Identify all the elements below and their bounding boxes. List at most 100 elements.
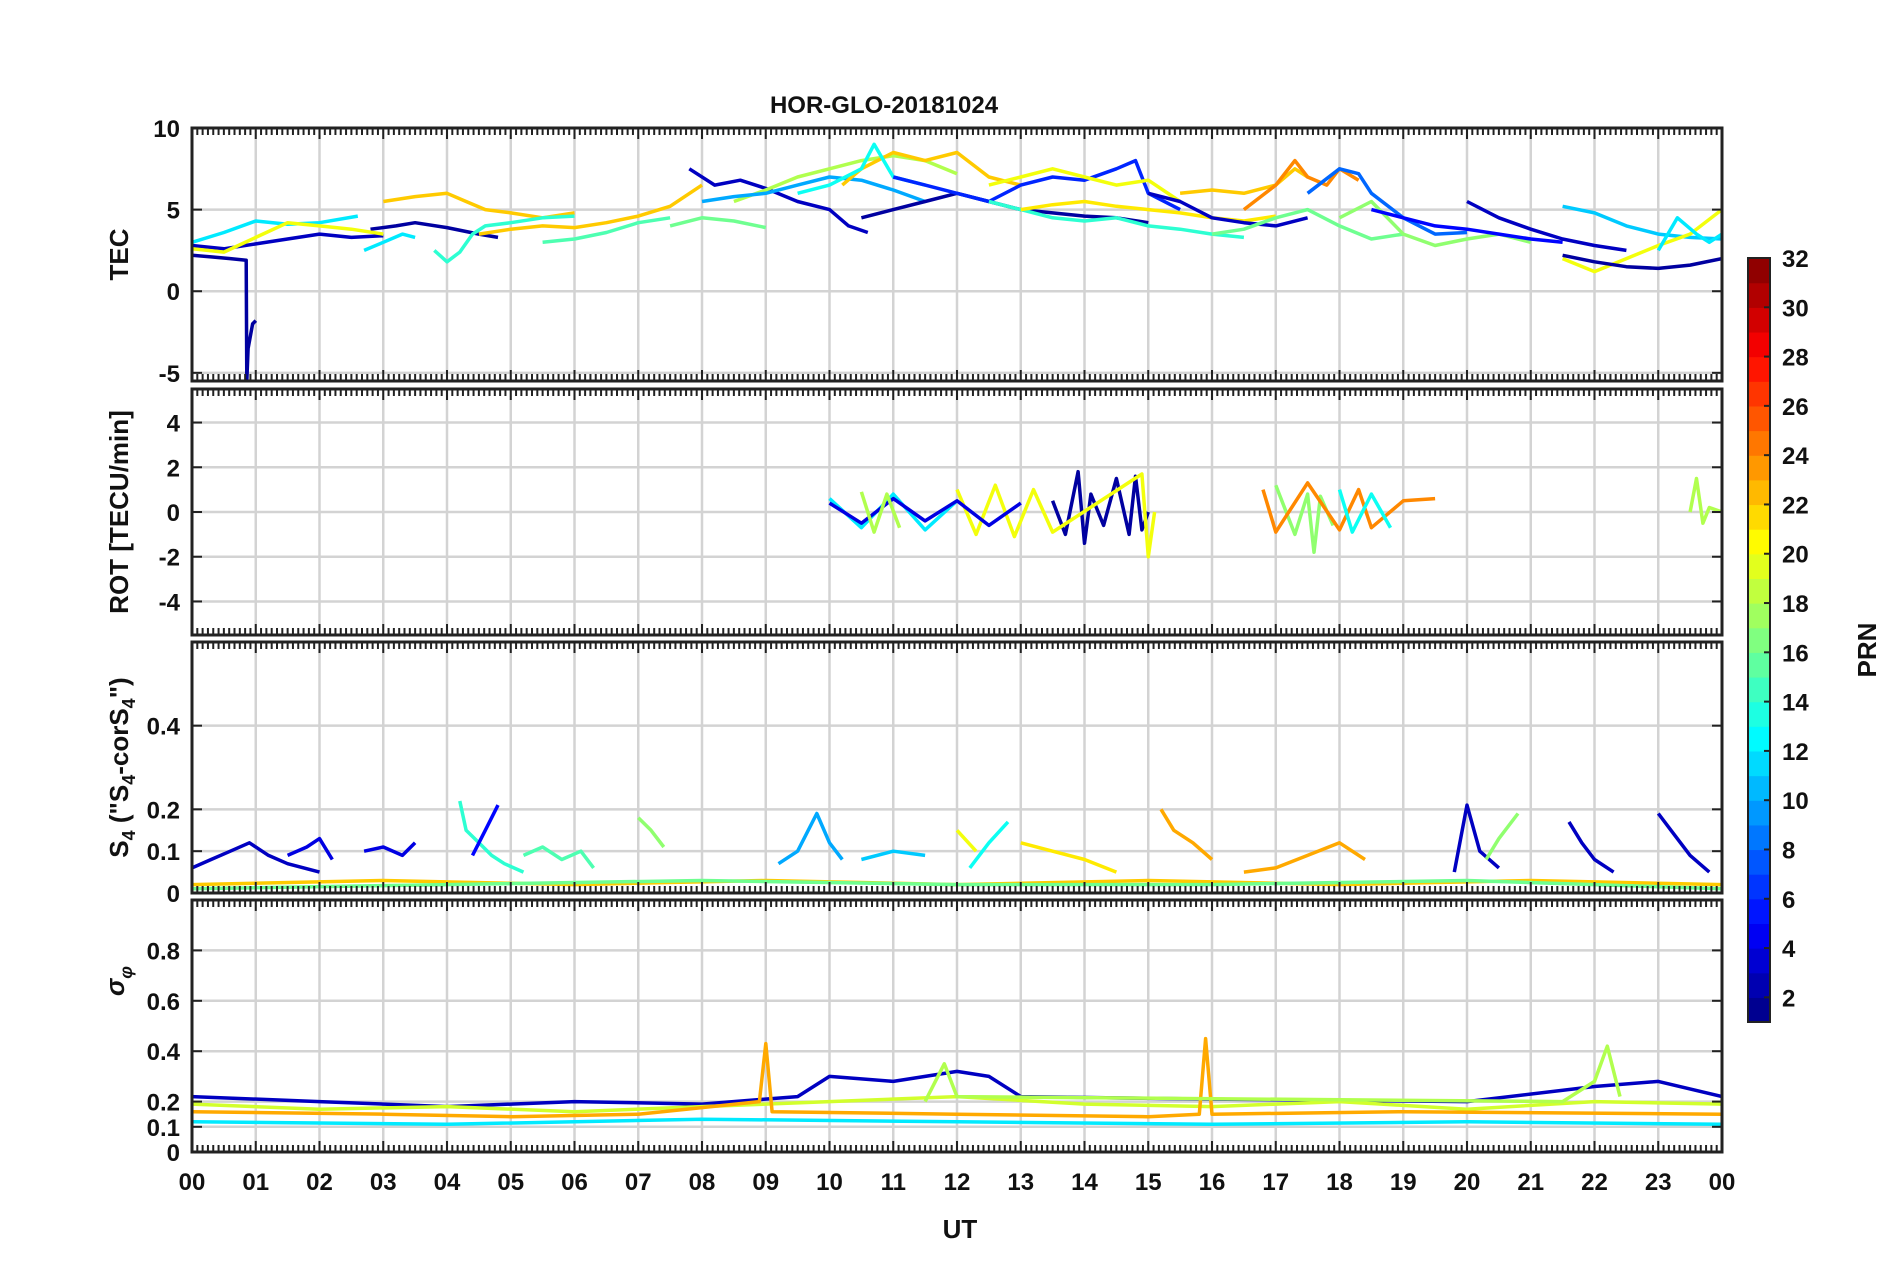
y-tick-label: 0.8 — [147, 938, 180, 965]
colorbar-segment — [1748, 553, 1770, 579]
series-line-prn-12 — [192, 214, 359, 244]
series-line-prn-3 — [1567, 820, 1615, 874]
series-line-prn-3 — [1656, 812, 1711, 874]
panel-sigma_phi: 00.10.2 0.4 0.6 0.8 σφ 00 01 02 03 04 05 06 07 08 09 10… — [100, 898, 1735, 1196]
colorbar-tick-label: 30 — [1782, 295, 1809, 322]
colorbar-segment — [1748, 800, 1770, 826]
colorbar-segment — [1748, 381, 1770, 407]
series-line-prn-3 — [1452, 803, 1501, 873]
colorbar-segment — [1748, 923, 1770, 949]
series-line-prn-3 — [192, 841, 320, 874]
series-line-prn-20 — [955, 829, 978, 853]
colorbar-segment — [1748, 775, 1770, 801]
colorbar-tick-label: 28 — [1782, 345, 1809, 372]
series-line-prn-3 — [192, 232, 384, 251]
y-tick-label: 0 — [167, 881, 180, 908]
y-tick-label: 0.2 — [147, 1090, 180, 1117]
series-line-prn-20 — [955, 472, 1157, 559]
series-line-prn-4 — [286, 836, 334, 861]
colorbar-segment — [1748, 972, 1770, 998]
colorbar-tick-label: 8 — [1782, 837, 1795, 864]
chart-title: HOR-GLO-20181024 — [770, 92, 999, 119]
colorbar-tick-label: 26 — [1782, 394, 1809, 421]
panel-tec: -5 0 5 10 TEC — [104, 116, 1724, 388]
series-line-prn-5 — [1370, 207, 1563, 245]
y-tick-label: 0.1 — [147, 1115, 180, 1142]
series-line-prn-11 — [860, 849, 926, 862]
x-tick-label: 19 — [1390, 1169, 1417, 1196]
series-line-prn-20 — [192, 220, 384, 254]
colorbar-segment — [1748, 529, 1770, 555]
x-tick-label: 21 — [1517, 1169, 1544, 1196]
series-line-prn-23 — [1243, 841, 1366, 874]
x-tick-label: 17 — [1262, 1169, 1289, 1196]
x-tick-label: 22 — [1581, 1169, 1608, 1196]
colorbar-segment — [1748, 874, 1770, 900]
y-axis-label: S4 ("S4-corS4") — [104, 677, 139, 857]
series-line-prn-22 — [478, 183, 703, 236]
panel-rot: -4 -2 0 2 4 ROT [TECU/min] — [104, 387, 1724, 637]
series-line-prn-18 — [923, 1044, 1622, 1104]
series-line-prn-12 — [192, 1117, 1722, 1127]
colorbar-segment — [1748, 849, 1770, 875]
series-line-prn-18 — [1688, 476, 1722, 525]
colorbar-frame — [1747, 257, 1771, 1023]
x-tick-label: 13 — [1007, 1169, 1034, 1196]
colorbar-segment — [1748, 578, 1770, 604]
colorbar-segment — [1748, 455, 1770, 481]
y-tick-label: -5 — [159, 361, 180, 388]
colorbar-tick-label: 22 — [1782, 492, 1809, 519]
colorbar-tick-label: 32 — [1782, 246, 1809, 273]
x-tick-label: 01 — [242, 1169, 269, 1196]
colorbar-segment — [1748, 652, 1770, 678]
colorbar-segment — [1748, 479, 1770, 506]
colorbar-segment — [1748, 356, 1770, 382]
series-line-prn-16 — [669, 216, 767, 230]
y-tick-label: 0 — [167, 500, 180, 527]
series-line-prn-23 — [192, 1036, 1722, 1119]
colorbar-tick-label: 10 — [1782, 788, 1809, 815]
series-line-prn-14 — [433, 214, 575, 264]
series-line-prn-2 — [1562, 253, 1722, 271]
y-tick-label: 10 — [153, 116, 180, 143]
series-line-prn-18 — [859, 491, 902, 534]
series-line-prn-16 — [1211, 207, 1404, 241]
series-group — [192, 142, 1722, 381]
series-line-prn-10 — [701, 175, 926, 204]
y-tick-label: -2 — [159, 545, 180, 572]
colorbar-segment — [1748, 307, 1770, 333]
series-line-prn-3 — [192, 1069, 1722, 1109]
colorbar-segment — [1748, 997, 1770, 1023]
series-line-prn-4 — [363, 841, 417, 858]
series-line-prn-2 — [1050, 469, 1150, 546]
colorbar-tick-label: 24 — [1782, 443, 1809, 470]
series-line-prn-14 — [988, 199, 1245, 240]
x-tick-label: 06 — [561, 1169, 588, 1196]
series-line-prn-3 — [1466, 199, 1627, 253]
series-line-prn-20 — [1561, 208, 1722, 274]
series-line-prn-17 — [637, 816, 666, 849]
colorbar-segment — [1748, 701, 1770, 727]
x-tick-label: 00 — [179, 1169, 206, 1196]
y-tick-label: 0.2 — [147, 797, 180, 824]
y-axis-label: ROT [TECU/min] — [104, 410, 134, 614]
y-tick-label: -4 — [159, 589, 181, 616]
series-line-prn-15 — [542, 216, 671, 245]
colorbar-segment — [1748, 504, 1770, 530]
series-line-prn-3 — [1147, 191, 1309, 228]
series-line-prn-8 — [1306, 167, 1468, 236]
x-tick-label: 18 — [1326, 1169, 1353, 1196]
x-tick-label: 14 — [1071, 1169, 1098, 1196]
x-tick-label: 07 — [625, 1169, 652, 1196]
x-tick-label: 04 — [434, 1169, 461, 1196]
x-tick-label: 20 — [1454, 1169, 1481, 1196]
y-tick-label: 2 — [167, 455, 180, 482]
colorbar-tick-label: 6 — [1782, 887, 1795, 914]
colorbar-segment — [1748, 750, 1770, 777]
colorbar-tick-label: 18 — [1782, 591, 1809, 618]
colorbar-tick-label: 4 — [1782, 936, 1796, 963]
series-line-prn-17 — [1274, 484, 1335, 555]
colorbar-segment — [1748, 898, 1770, 925]
colorbar-segment — [1748, 405, 1770, 432]
series-line-prn-24 — [1261, 481, 1436, 534]
